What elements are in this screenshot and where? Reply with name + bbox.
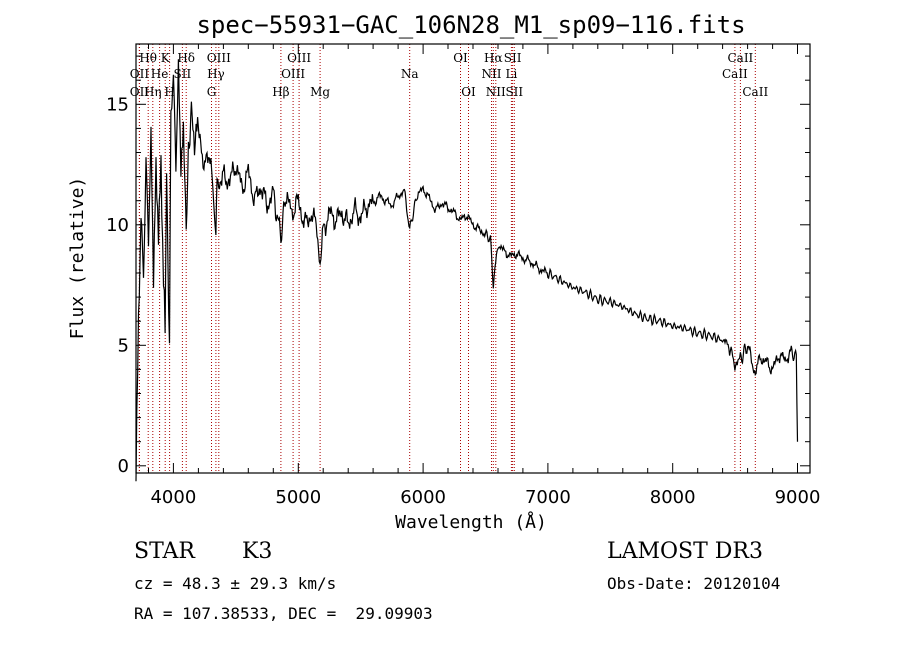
y-tick-label-15: 15 (106, 94, 129, 115)
y-tick-label-0: 0 (118, 456, 129, 477)
observation-date: Obs-Date: 20120104 (607, 574, 781, 593)
line-label-11: G (207, 85, 217, 99)
line-label-18: OI (461, 85, 476, 99)
x-tick-label-8000: 8000 (650, 487, 696, 508)
y-tick-label-5: 5 (118, 335, 129, 356)
line-markers (138, 44, 756, 473)
line-label-25: CaII (727, 51, 753, 65)
x-tick-label-4000: 4000 (150, 487, 196, 508)
line-label-20: NII (482, 67, 502, 81)
line-label-23: Li (505, 67, 517, 81)
line-label-4: He (151, 67, 169, 81)
line-label-10: Hγ (207, 67, 225, 81)
line-label-13: OIII (287, 51, 311, 65)
line-label-17: OI (453, 51, 468, 65)
line-label-0: Hθ (139, 51, 157, 65)
plot-frame (135, 43, 811, 474)
line-label-27: CaII (742, 85, 768, 99)
chart-title: spec−55931−GAC_106N28_M1_sp09−116.fits (196, 11, 745, 39)
line-label-14: OIII (281, 67, 305, 81)
line-label-7: SII (174, 67, 192, 81)
object-class: STAR (134, 539, 195, 564)
x-tick-label-9000: 9000 (775, 487, 821, 508)
line-label-24: SII (505, 85, 523, 99)
line-label-26: CaII (722, 67, 748, 81)
line-label-15: Mg (310, 85, 330, 99)
line-label-9: OIII (207, 51, 231, 65)
line-label-3: Hη (144, 85, 162, 99)
line-label-16: Na (401, 67, 419, 81)
line-label-22: SII (504, 51, 522, 65)
x-axis-label: Wavelength (Å) (395, 511, 547, 533)
line-label-2: OII (130, 85, 150, 99)
coordinates-readout: RA = 107.38533, DEC = 29.09903 (134, 604, 433, 623)
line-label-21: NII (486, 85, 506, 99)
x-tick-label-6000: 6000 (400, 487, 446, 508)
x-axis-ticks: 4000 5000 6000 7000 8000 9000 (148, 44, 821, 508)
y-axis-label: Flux (relative) (67, 177, 88, 340)
line-label-6: H (164, 85, 174, 99)
object-subclass: K3 (242, 539, 273, 564)
line-label-19: Hα (484, 51, 503, 65)
line-label-5: K (161, 51, 171, 65)
y-axis-ticks: 0 5 10 15 (106, 55, 810, 477)
velocity-readout: cz = 48.3 ± 29.3 km/s (134, 574, 337, 593)
flux-series-line (135, 59, 799, 482)
line-label-8: Hδ (177, 51, 195, 65)
x-tick-label-5000: 5000 (275, 487, 321, 508)
x-tick-label-7000: 7000 (525, 487, 571, 508)
line-label-1: OII (130, 67, 150, 81)
y-tick-label-10: 10 (106, 215, 129, 236)
line-label-12: Hβ (272, 85, 289, 99)
survey-name: LAMOST DR3 (607, 539, 763, 564)
